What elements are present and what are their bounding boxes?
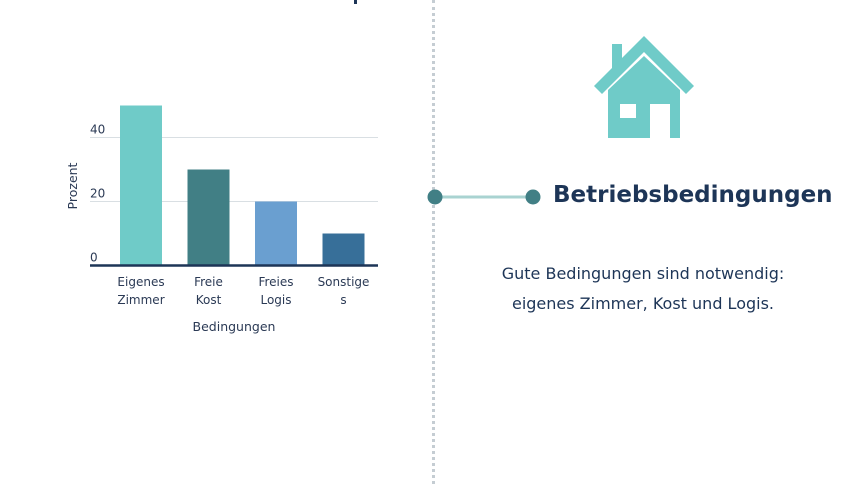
x-tick-label: Sonstige s [318, 275, 370, 307]
bar [322, 233, 365, 266]
x-axis-title: Bedingungen [193, 319, 276, 334]
vertical-divider [432, 0, 435, 484]
timeline-connector [427, 189, 541, 205]
x-tick-label: Freie Kost [194, 275, 223, 307]
y-tick-label: 20 [90, 187, 105, 201]
y-axis-title: Prozent [65, 162, 80, 209]
connector-dot-right [525, 189, 541, 205]
y-tick-label: 40 [90, 123, 105, 137]
y-tick-label: 0 [90, 251, 98, 265]
x-tick-label: Eigenes Zimmer [117, 275, 164, 307]
section-description-line-2: eigenes Zimmer, Kost und Logis. [511, 294, 774, 313]
section-description: Gute Bedingungen sind notwendig: eigenes… [456, 259, 830, 319]
house-icon [594, 36, 694, 138]
bar [120, 105, 162, 266]
connector-dot-left [427, 189, 443, 205]
x-tick-label: Freies Logis [258, 275, 293, 307]
bar [187, 169, 230, 266]
section-title: Betriebsbedingungen [553, 182, 833, 208]
top-edge-mark [354, 0, 357, 4]
bar-chart: 0 20 40 Eigenes Zimmer Freie Kost Freies Logis So… [65, 105, 378, 334]
bar [255, 201, 297, 266]
section-description-line-1: Gute Bedingungen sind notwendig: [501, 264, 785, 283]
